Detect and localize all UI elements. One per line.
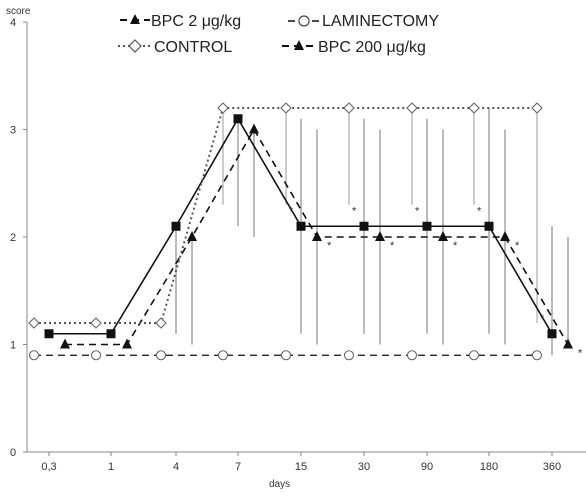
data-point-square	[359, 221, 369, 231]
data-point-circle	[217, 350, 229, 361]
y-ticks: 0 1 2 3 4	[10, 17, 27, 459]
data-point-diamond	[155, 317, 167, 329]
x-tick-label: 360	[543, 461, 561, 473]
legend-item-control: CONTROL	[118, 39, 232, 56]
diamond-marker-icon	[128, 39, 142, 53]
legend-item-bpc2: BPC 2 μg/kg	[120, 13, 241, 30]
x-tick-label: 15	[295, 461, 307, 473]
y-tick-label: 1	[10, 340, 16, 352]
data-point-diamond	[531, 102, 543, 114]
significance-marks: * * * * * * * * * *	[289, 205, 583, 359]
circle-marker-icon	[298, 15, 310, 27]
legend-label-laminectomy: LAMINECTOMY	[322, 13, 439, 30]
data-point-circle	[406, 350, 418, 361]
data-point-square	[484, 221, 494, 231]
data-point-circle	[155, 350, 167, 361]
x-tick-label: 90	[421, 461, 433, 473]
axes: score days	[6, 6, 586, 490]
data-point-diamond	[406, 102, 418, 114]
triangle-marker-icon	[294, 40, 304, 50]
significance-star: *	[327, 240, 332, 252]
data-point-square	[233, 114, 243, 124]
data-point-diamond	[28, 317, 40, 329]
y-tick-label: 4	[10, 17, 16, 29]
data-point-diamond	[468, 102, 480, 114]
data-point-diamond	[280, 102, 292, 114]
legend-item-bpc200: BPC 200 μg/kg	[282, 39, 426, 56]
x-axis-label: days	[269, 479, 290, 490]
legend-item-laminectomy: LAMINECTOMY	[288, 13, 439, 30]
x-tick-label: 30	[358, 461, 370, 473]
data-point-circle	[90, 350, 102, 361]
x-tick-label: 180	[480, 461, 498, 473]
significance-star: *	[390, 240, 395, 252]
data-point-diamond	[343, 102, 355, 114]
data-point-triangle	[563, 338, 573, 349]
significance-star: *	[477, 205, 482, 217]
data-point-diamond	[217, 102, 229, 114]
data-point-triangle	[375, 231, 385, 241]
data-point-triangle	[438, 231, 448, 241]
data-point-square	[44, 329, 54, 339]
legend-label-control: CONTROL	[154, 39, 232, 56]
data-point-circle	[468, 350, 480, 361]
y-tick-label: 2	[10, 232, 16, 244]
significance-star: *	[453, 240, 458, 252]
legend: BPC 2 μg/kg LAMINECTOMY CONTROL BPC 200 …	[118, 13, 439, 56]
data-point-triangle	[249, 123, 259, 134]
data-point-circle	[343, 350, 355, 361]
y-tick-label: 0	[10, 447, 16, 459]
significance-star: *	[415, 205, 420, 217]
legend-label-bpc2: BPC 2 μg/kg	[151, 13, 241, 30]
y-axis-label: score	[6, 6, 31, 17]
data-point-circle	[280, 350, 292, 361]
data-point-triangle	[500, 231, 510, 241]
significance-star: *	[289, 205, 294, 217]
data-point-triangle	[187, 231, 197, 241]
x-tick-label: 4	[173, 461, 179, 473]
triangle-marker-icon	[130, 14, 140, 24]
data-point-square	[296, 221, 306, 231]
data-point-circle	[28, 350, 40, 361]
legend-label-bpc200: BPC 200 μg/kg	[318, 39, 426, 56]
data-point-triangle	[122, 338, 132, 349]
x-tick-label: 0,3	[41, 461, 56, 473]
data-point-square	[422, 221, 432, 231]
data-point-square	[106, 329, 116, 339]
y-tick-label: 3	[10, 125, 16, 137]
significance-star: *	[515, 240, 520, 252]
x-ticks: 0,3 1 4 7 15 30 90 180 360	[41, 452, 561, 473]
data-point-triangle	[60, 338, 70, 349]
significance-star: *	[352, 205, 357, 217]
data-point-square	[547, 329, 557, 339]
significance-star: *	[578, 348, 583, 360]
series-markers	[28, 102, 573, 361]
series-line	[34, 107, 537, 324]
x-tick-label: 1	[108, 461, 114, 473]
data-point-square	[171, 221, 181, 231]
x-tick-label: 7	[235, 461, 241, 473]
significance-star: *	[540, 313, 545, 325]
data-point-triangle	[312, 231, 322, 241]
data-point-diamond	[90, 317, 102, 329]
data-point-circle	[531, 350, 543, 361]
